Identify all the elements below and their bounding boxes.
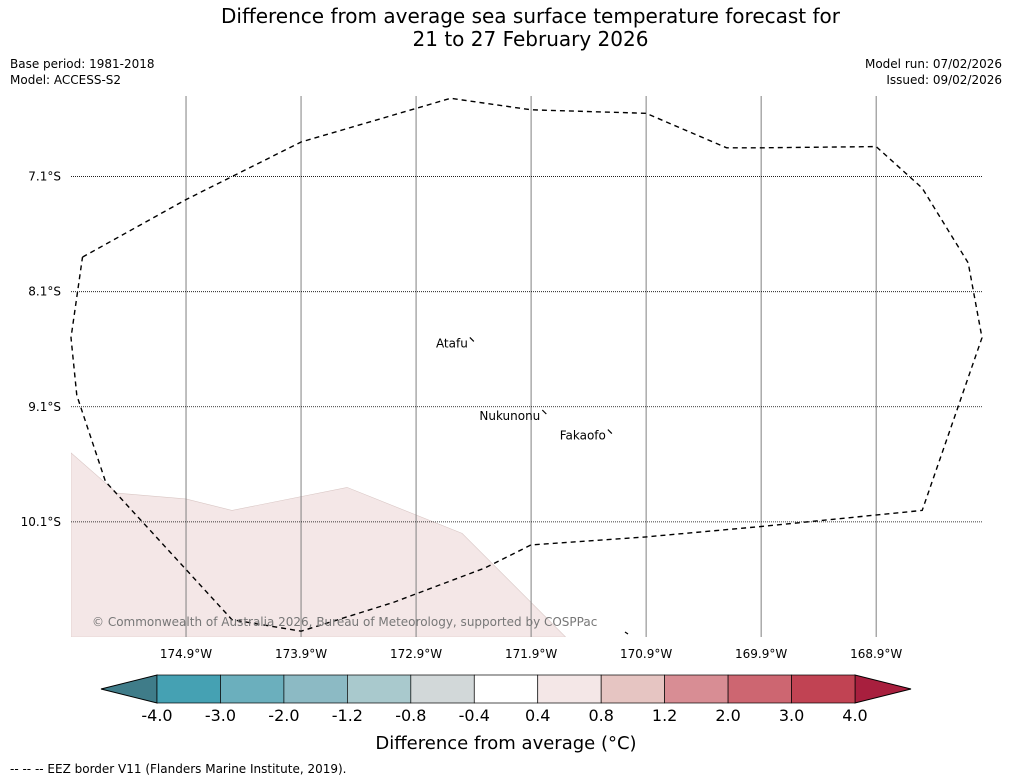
colorbar-swatch: [792, 675, 855, 703]
colorbar-tick-label: -0.4: [459, 706, 490, 725]
anomaly-region: [71, 453, 566, 637]
lon-tick-label: 171.9°W: [505, 647, 557, 661]
colorbar-swatch: [474, 675, 537, 703]
lon-tick-label: 174.9°W: [160, 647, 212, 661]
colorbar-tick-label: 3.0: [779, 706, 804, 725]
island-shape: [470, 337, 474, 341]
colorbar-tick-label: -3.0: [205, 706, 236, 725]
colorbar-tick-label: 2.0: [715, 706, 740, 725]
colorbar-tick-label: -2.0: [268, 706, 299, 725]
lat-tick-label: 9.1°S: [28, 400, 61, 414]
lon-tick-label: 168.9°W: [850, 647, 902, 661]
colorbar-title: Difference from average (°C): [375, 733, 636, 754]
colorbar-swatch: [728, 675, 791, 703]
place-label: Nukunonu: [479, 409, 540, 423]
colorbar-tick-label: -4.0: [141, 706, 172, 725]
lat-tick-label: 10.1°S: [21, 515, 61, 529]
colorbar-tick-label: 4.0: [842, 706, 867, 725]
colorbar-swatch: [601, 675, 664, 703]
lat-tick-label: 8.1°S: [28, 285, 61, 299]
colorbar-tick-label: 1.2: [652, 706, 677, 725]
colorbar-swatch: [665, 675, 728, 703]
colorbar-extend-high: [855, 675, 911, 703]
colorbar-swatch: [347, 675, 410, 703]
copyright-text: © Commonwealth of Australia 2026, Bureau…: [92, 615, 597, 629]
colorbar-swatch: [411, 675, 474, 703]
colorbar-swatch: [220, 675, 283, 703]
island-shape: [625, 632, 628, 634]
map-chart: 7.1°S 8.1°S 9.1°S 10.1°S 174.9°W 173.9°W 172.9…: [0, 0, 1011, 781]
place-label: Fakaofo: [560, 429, 606, 443]
lat-tick-label: 7.1°S: [28, 170, 61, 184]
lon-tick-label: 169.9°W: [735, 647, 787, 661]
colorbar-extend-low: [101, 675, 157, 703]
colorbar-swatch: [538, 675, 601, 703]
place-label: Atafu: [436, 336, 468, 350]
eez-legend-footer: -- -- -- EEZ border V11 (Flanders Marine…: [10, 762, 347, 776]
island-shape: [608, 430, 612, 434]
lon-tick-label: 173.9°W: [275, 647, 327, 661]
colorbar-tick-label: 0.4: [525, 706, 550, 725]
lon-tick-label: 170.9°W: [620, 647, 672, 661]
colorbar-tick-label: -0.8: [395, 706, 426, 725]
colorbar-tick-label: -1.2: [332, 706, 363, 725]
colorbar-swatch: [157, 675, 220, 703]
lon-tick-label: 172.9°W: [390, 647, 442, 661]
colorbar-swatch: [284, 675, 347, 703]
colorbar-tick-label: 0.8: [588, 706, 613, 725]
island-shape: [542, 410, 546, 414]
